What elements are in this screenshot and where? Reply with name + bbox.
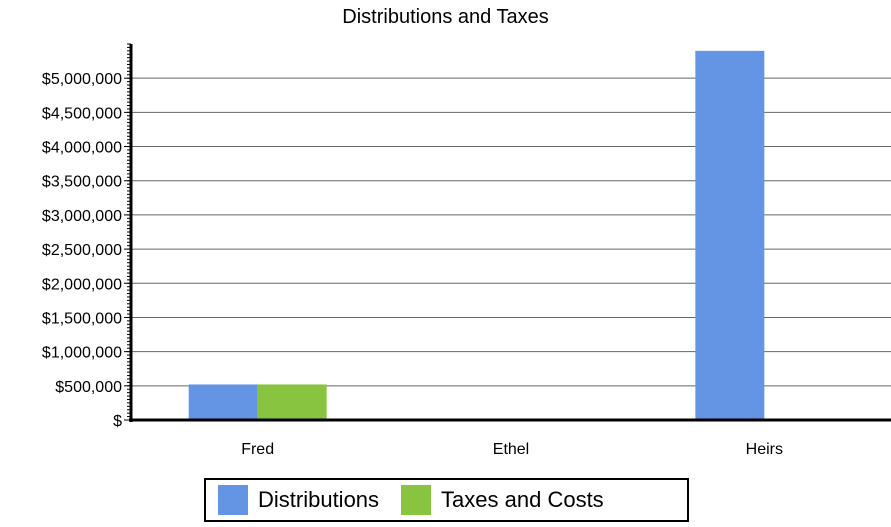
x-tick-label: Fred [241,441,274,458]
y-tick-label: $4,500,000 [42,105,122,122]
legend: Distributions Taxes and Costs [204,478,689,522]
y-tick-label: $2,500,000 [42,242,122,259]
legend-label-distributions: Distributions [258,487,380,512]
bar-distributions-heirs [695,50,765,420]
y-tick-label: $4,000,000 [42,140,122,157]
y-tick-label: $1,000,000 [42,345,122,362]
legend-label-taxes-and-costs: Taxes and Costs [441,487,604,512]
y-tick-label: $3,000,000 [42,208,122,225]
y-tick-label: $2,000,000 [42,276,122,293]
legend-swatch-taxes-and-costs [401,485,432,515]
x-tick-label: Ethel [493,441,529,458]
bar-distributions-fred [188,384,258,420]
x-tick-label: Heirs [746,441,783,458]
y-tick-label: $3,500,000 [42,174,122,191]
legend-item-distributions: Distributions [218,480,379,520]
y-tick-label: $ [113,413,122,430]
chart-title: Distributions and Taxes [342,6,549,28]
legend-swatch-distributions [218,485,248,515]
bar-taxes-and-costs-fred [257,384,327,420]
legend-item-taxes-and-costs: Taxes and Costs [401,480,604,520]
y-tick-label: $1,500,000 [42,310,122,327]
y-tick-label: $500,000 [55,379,122,396]
y-tick-label: $5,000,000 [42,71,122,88]
